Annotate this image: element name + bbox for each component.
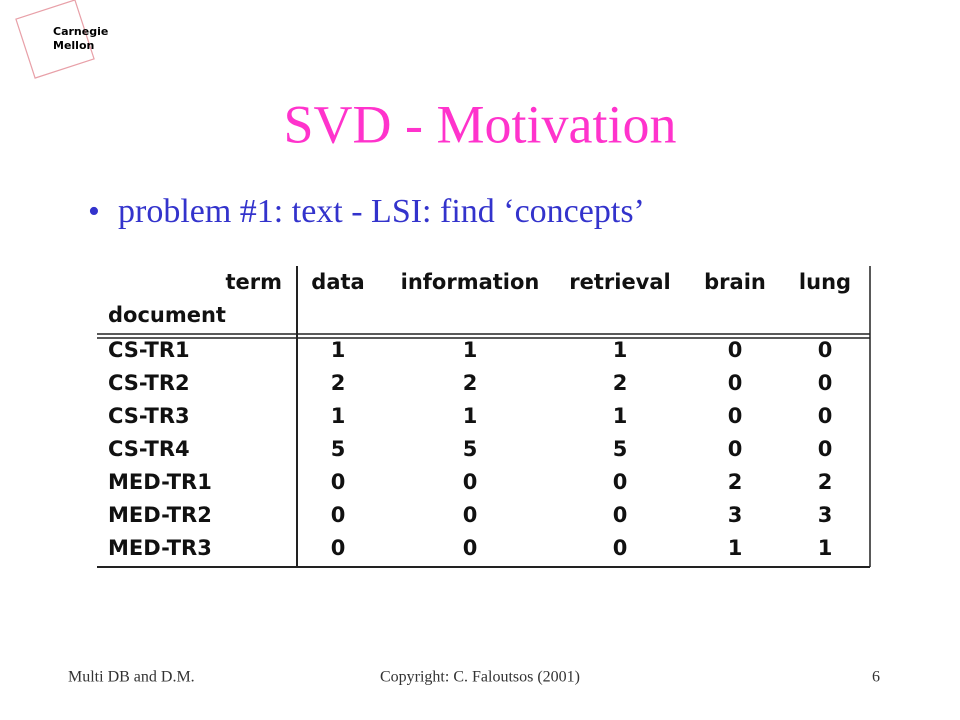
cell: 0 xyxy=(613,536,628,560)
cell: 1 xyxy=(818,536,833,560)
header-cell: data xyxy=(311,270,364,294)
cell: 0 xyxy=(463,503,478,527)
bullet-text: problem #1: text - LSI: find ‘concepts’ xyxy=(118,193,645,230)
cell: 0 xyxy=(331,536,346,560)
cell: 0 xyxy=(331,470,346,494)
cell: 5 xyxy=(613,437,628,461)
bullet-mark: • xyxy=(88,193,100,230)
header-cell: information xyxy=(401,270,540,294)
cell: 0 xyxy=(613,503,628,527)
row-label: CS-TR2 xyxy=(108,371,190,395)
cell: 2 xyxy=(463,371,478,395)
footer-center: Copyright: C. Faloutsos (2001) xyxy=(380,669,580,686)
row-label: MED-TR3 xyxy=(108,536,212,560)
cell: 0 xyxy=(331,503,346,527)
cell: 0 xyxy=(613,470,628,494)
cell: 1 xyxy=(331,404,346,428)
cell: 1 xyxy=(728,536,743,560)
row-label: MED-TR2 xyxy=(108,503,212,527)
footer-right: 6 xyxy=(872,669,880,686)
logo-text: Carnegie xyxy=(53,25,108,38)
header-cell: document xyxy=(108,303,226,327)
cell: 0 xyxy=(818,404,833,428)
cell: 1 xyxy=(463,404,478,428)
row-label: MED-TR1 xyxy=(108,470,212,494)
cell: 5 xyxy=(463,437,478,461)
cell: 0 xyxy=(463,536,478,560)
cell: 1 xyxy=(463,338,478,362)
row-label: CS-TR3 xyxy=(108,404,190,428)
slide-title: SVD - Motivation xyxy=(283,94,676,154)
header-cell: brain xyxy=(704,270,766,294)
cell: 0 xyxy=(818,338,833,362)
cell: 0 xyxy=(818,371,833,395)
cell: 0 xyxy=(463,470,478,494)
cell: 1 xyxy=(331,338,346,362)
cell: 0 xyxy=(818,437,833,461)
cell: 2 xyxy=(728,470,743,494)
cell: 5 xyxy=(331,437,346,461)
cell: 2 xyxy=(818,470,833,494)
cell: 3 xyxy=(818,503,833,527)
header-cell: retrieval xyxy=(569,270,671,294)
table: term document data information retrieval br… xyxy=(97,266,871,568)
logo: Carnegie Mellon xyxy=(15,0,108,79)
logo-frame xyxy=(15,0,95,79)
cell: 1 xyxy=(613,338,628,362)
row-label: CS-TR1 xyxy=(108,338,190,362)
cell: 0 xyxy=(728,404,743,428)
logo-text: Mellon xyxy=(53,39,94,52)
cell: 0 xyxy=(728,371,743,395)
cell: 2 xyxy=(613,371,628,395)
cell: 0 xyxy=(728,437,743,461)
cell: 3 xyxy=(728,503,743,527)
cell: 0 xyxy=(728,338,743,362)
row-label: CS-TR4 xyxy=(108,437,190,461)
footer-left: Multi DB and D.M. xyxy=(68,669,195,686)
cell: 2 xyxy=(331,371,346,395)
header-cell: term xyxy=(225,270,282,294)
cell: 1 xyxy=(613,404,628,428)
header-cell: lung xyxy=(799,270,851,294)
